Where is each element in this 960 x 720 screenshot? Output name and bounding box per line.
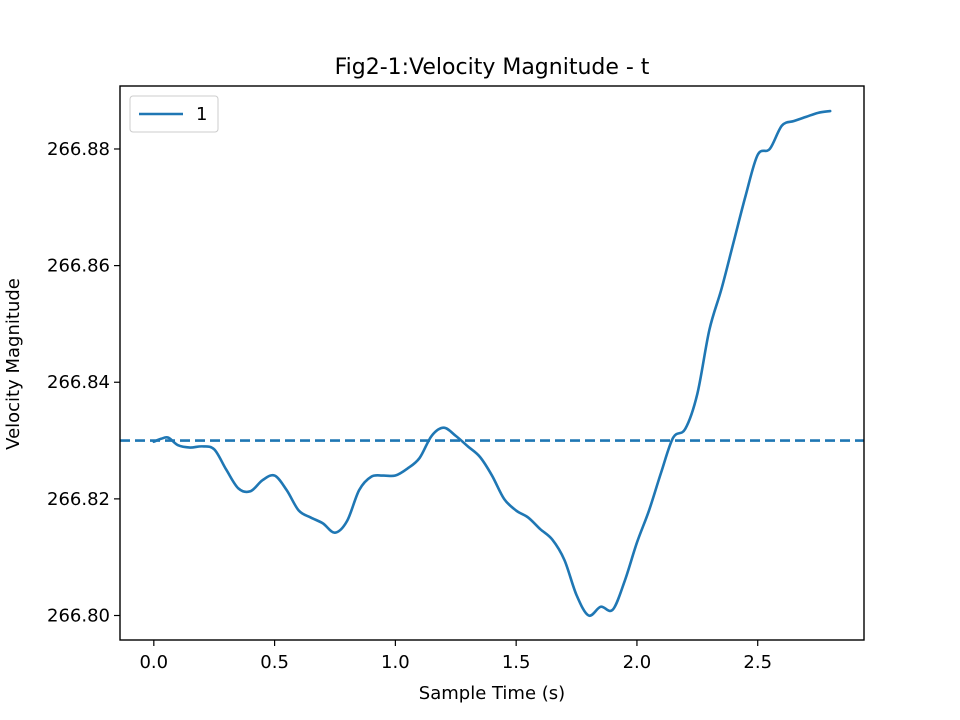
series-line-0 <box>152 109 832 618</box>
y-tick-label: 266.84 <box>47 372 110 393</box>
plot-frame <box>119 85 865 641</box>
y-tick-label: 266.82 <box>47 489 110 510</box>
x-axis-label: Sample Time (s) <box>419 683 565 704</box>
y-axis-label: Velocity Magnitude <box>3 278 24 450</box>
y-tick-label: 266.88 <box>47 139 110 160</box>
x-tick-label: 0.5 <box>260 652 289 673</box>
legend-label: 1 <box>196 104 207 125</box>
x-tick-label: 2.5 <box>743 652 772 673</box>
x-tick-label: 0.0 <box>139 652 168 673</box>
x-tick-label: 1.0 <box>381 652 410 673</box>
x-tick-label: 1.5 <box>502 652 531 673</box>
x-tick-label: 2.0 <box>623 652 652 673</box>
plot-area: 0.0 0.5 1.0 1.5 2.0 2.5 266.80 266.82 266.84 266.… <box>47 85 865 673</box>
chart-title: Fig2-1:Velocity Magnitude - t <box>335 55 650 80</box>
y-tick-label: 266.86 <box>47 256 110 277</box>
y-tick-label: 266.80 <box>47 606 110 627</box>
